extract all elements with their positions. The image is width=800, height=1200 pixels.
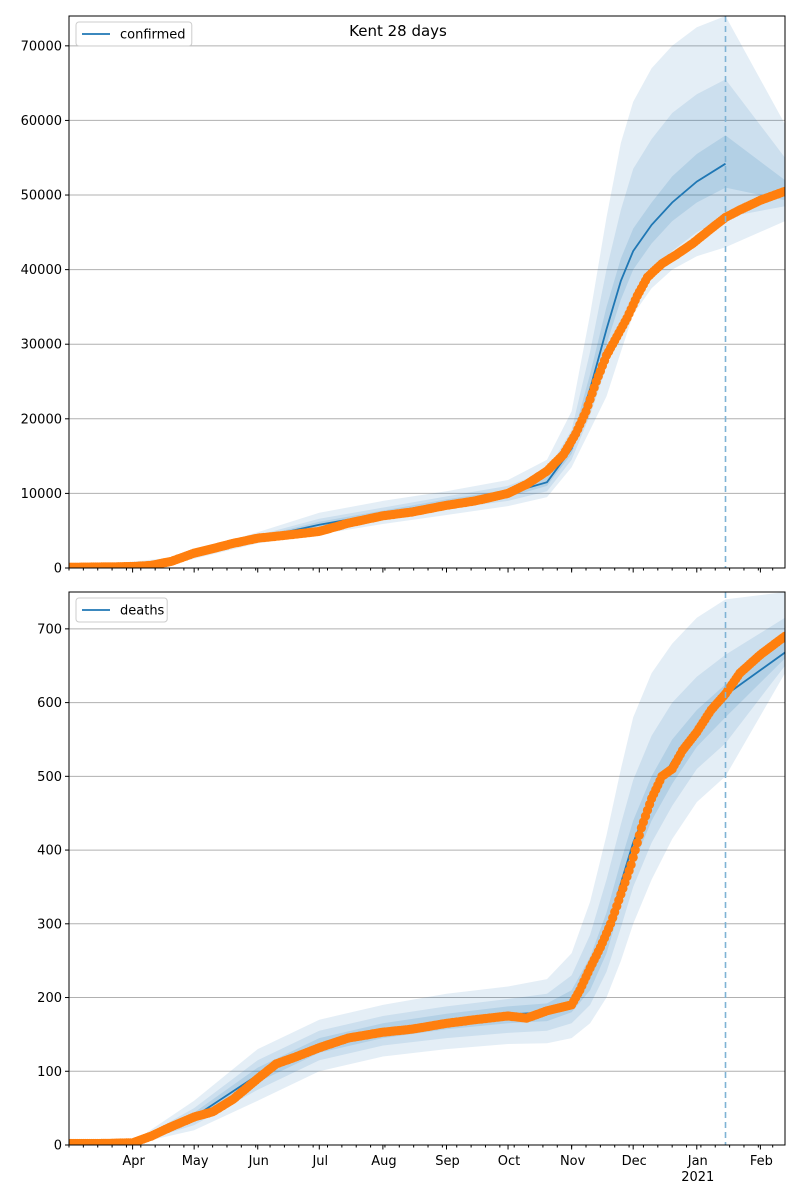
y-tick-label: 20000 (21, 412, 62, 427)
x-tick-label: Nov (560, 1154, 586, 1169)
x-tick-label: Jun (248, 1154, 269, 1169)
observed-points (69, 631, 785, 1145)
confirmed-panel: 0 10000 20000 30000 40000 50000 60000 70000 conf… (21, 15, 786, 577)
x-tick-label: Jan (687, 1154, 708, 1169)
band-mid (69, 79, 785, 568)
y-tick-label: 30000 (21, 338, 62, 353)
y-tick-label: 200 (37, 991, 62, 1006)
figure-title: Kent 28 days (349, 22, 447, 40)
observed-points (69, 186, 785, 568)
x-tick-label: Dec (622, 1154, 647, 1169)
axes-frame (68, 15, 786, 569)
y-tick-label: 600 (37, 696, 62, 711)
y-tick-label: 100 (37, 1065, 62, 1080)
band-inner (69, 135, 785, 568)
y-tick-label: 10000 (21, 487, 62, 502)
legend: confirmed (75, 21, 193, 47)
plot-area (69, 592, 785, 1145)
x-tick-label: Oct (498, 1154, 520, 1169)
observed-point (780, 186, 785, 196)
x-tick-label: May (182, 1154, 209, 1169)
legend-label: deaths (120, 604, 165, 619)
axes-frame (68, 591, 786, 1146)
x-tick-label: Jul (311, 1154, 328, 1169)
x-tick-label: Sep (435, 1154, 460, 1169)
x-tick-label: Feb (750, 1154, 773, 1169)
observed-point (630, 845, 640, 855)
legend-box (75, 21, 193, 47)
observed-point (632, 838, 642, 848)
y-tick-label: 0 (54, 1139, 62, 1154)
x-tick-label: Aug (371, 1154, 396, 1169)
y-tick-label: 0 (54, 562, 62, 577)
y-tick-label: 40000 (21, 263, 62, 278)
band-mid (69, 617, 785, 1145)
legend: deaths (75, 597, 168, 623)
band-outer (69, 592, 785, 1145)
plot-area (69, 16, 785, 568)
y-tick-label: 60000 (21, 114, 62, 129)
y-tick-label: 400 (37, 844, 62, 859)
observed-point (626, 860, 636, 870)
y-tick-label: 700 (37, 622, 62, 637)
observed-point (780, 631, 785, 641)
x-tick-sublabel: 2021 (681, 1170, 714, 1185)
legend-box (75, 597, 168, 623)
y-tick-label: 50000 (21, 189, 62, 204)
band-outer (69, 16, 785, 568)
y-tick-label: 300 (37, 917, 62, 932)
y-tick-label: 500 (37, 770, 62, 785)
y-tick-label: 70000 (21, 39, 62, 54)
observed-point (628, 852, 638, 863)
legend-label: confirmed (120, 28, 186, 43)
x-tick-label: Apr (122, 1154, 145, 1169)
deaths-panel: 0 100 200 300 400 500 600 700 Apr May Jun Jul Aug Sep… (37, 591, 786, 1185)
observed-point (634, 830, 644, 840)
